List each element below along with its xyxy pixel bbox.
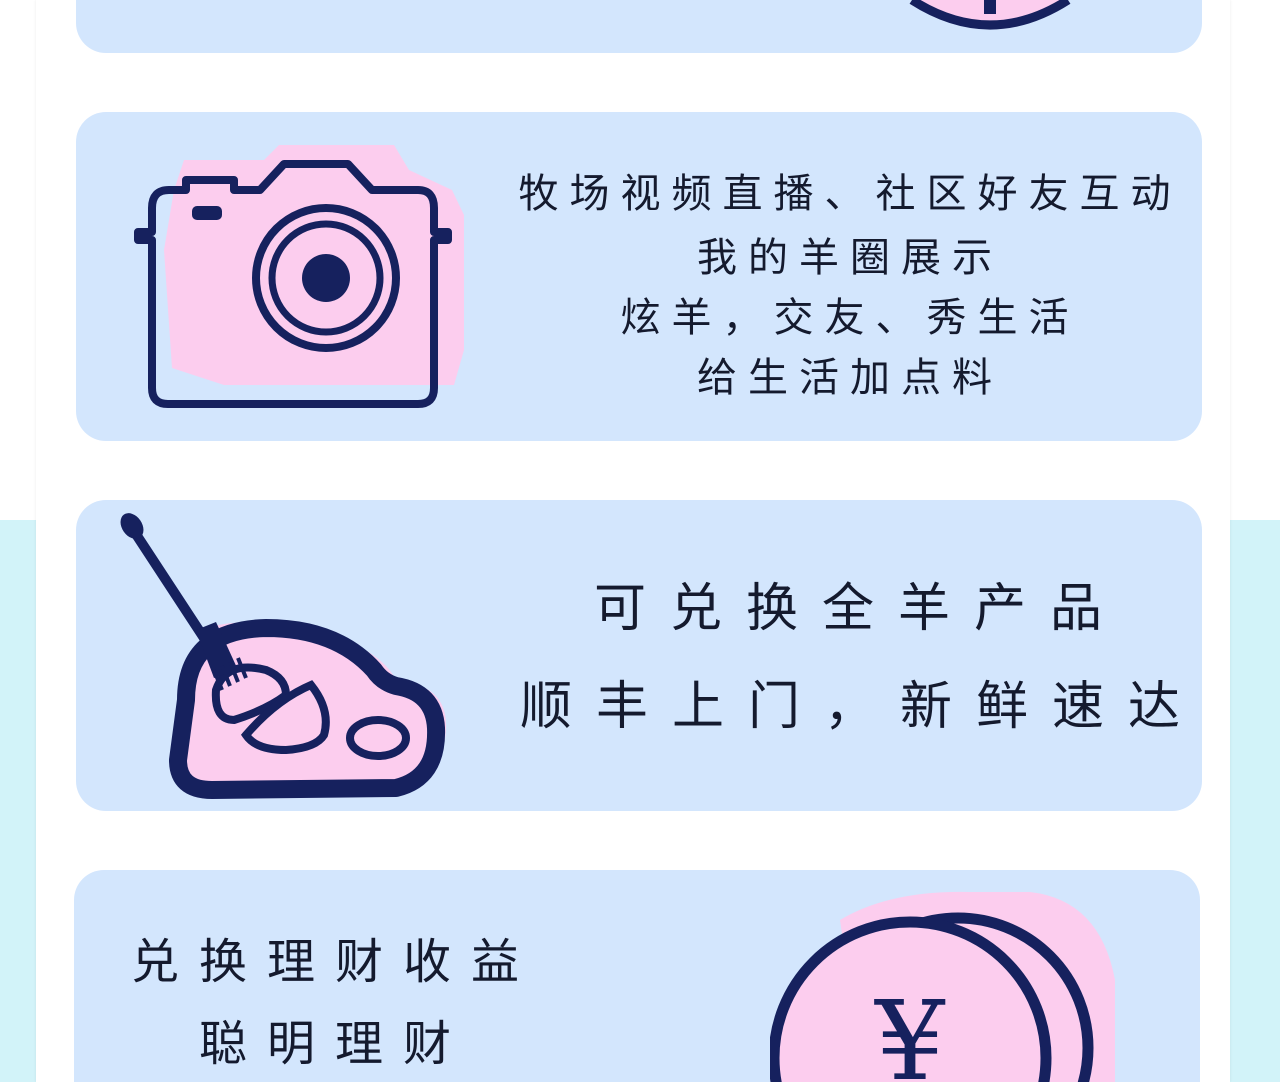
- steak-fork-icon: [120, 513, 446, 799]
- text-line: 兑换理财收益: [130, 934, 539, 990]
- text-line: 给生活加点料: [697, 355, 1003, 401]
- coin-icon: [909, 0, 1071, 30]
- yuan-coin-icon: ¥: [770, 890, 1120, 1082]
- text-line: 牧场视频直播、社区好友互动: [518, 171, 1182, 217]
- text-line: 炫羊，交友、秀生活: [620, 295, 1080, 341]
- text-line: 顺丰上门，新鲜速达: [520, 677, 1205, 737]
- text-line: 聪明理财: [198, 1016, 471, 1072]
- camera-icon: [134, 145, 464, 408]
- text-line: 可兑换全羊产品: [593, 579, 1126, 639]
- live-stream-text: 牧场视频直播、社区好友互动 我的羊圈展示 炫羊，交友、秀生活 给生活加点料: [500, 168, 1200, 412]
- products-text: 可兑换全羊产品 顺丰上门，新鲜速达: [520, 574, 1200, 770]
- text-line: 我的羊圈展示: [697, 235, 1003, 281]
- yuan-symbol: ¥: [875, 977, 945, 1082]
- finance-text: 兑换理财收益 聪明理财: [110, 930, 560, 1082]
